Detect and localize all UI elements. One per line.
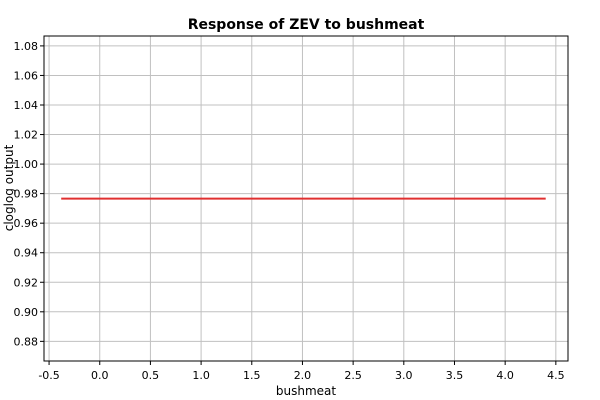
x-tick-label: 4.0 <box>496 369 514 382</box>
x-tick-label: 1.5 <box>243 369 261 382</box>
y-tick-label: 0.96 <box>14 217 39 230</box>
x-tick-label: 3.0 <box>395 369 413 382</box>
y-tick-label: 0.94 <box>14 247 39 260</box>
x-axis-label: bushmeat <box>276 384 337 398</box>
y-tick-label: 1.00 <box>14 158 39 171</box>
grid <box>44 36 568 361</box>
y-tick-label: 0.90 <box>14 306 39 319</box>
y-tick-label: 0.88 <box>14 335 39 348</box>
y-tick-label: 1.06 <box>14 69 39 82</box>
y-tick-label: 0.92 <box>14 276 39 289</box>
y-tick-label: 1.02 <box>14 129 39 142</box>
plot-frame <box>43 35 569 362</box>
x-tick-label: 3.5 <box>446 369 464 382</box>
y-tick-label: 1.08 <box>14 40 39 53</box>
x-tick-label: 2.0 <box>294 369 312 382</box>
ticks: -0.5 0.0 0.5 1.0 1.5 2.0 2.5 3.0 3.5 4.0 4.5 0.88 0.… <box>14 40 565 382</box>
x-tick-label: 0.5 <box>142 369 160 382</box>
chart-title: Response of ZEV to bushmeat <box>188 17 425 33</box>
x-tick-label: 2.5 <box>344 369 362 382</box>
x-tick-label: -0.5 <box>38 369 59 382</box>
x-tick-label: 4.5 <box>547 369 565 382</box>
y-axis-label: cloglog output <box>2 144 16 231</box>
x-tick-label: 1.0 <box>192 369 210 382</box>
x-tick-label: 0.0 <box>91 369 109 382</box>
y-tick-label: 1.04 <box>14 99 39 112</box>
y-tick-label: 0.98 <box>14 188 39 201</box>
